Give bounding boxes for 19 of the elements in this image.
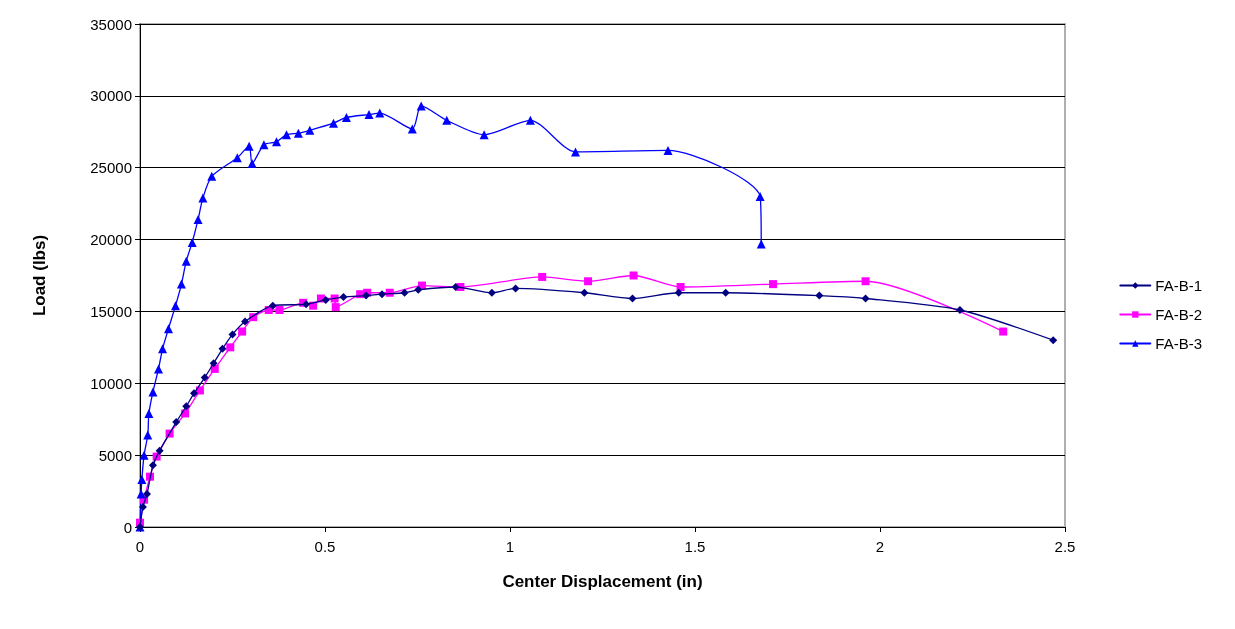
x-axis-title: Center Displacement (in) xyxy=(502,572,703,591)
y-tick-label: 25000 xyxy=(90,159,132,177)
x-tick-label: 1 xyxy=(505,538,515,555)
x-tick-label: 2 xyxy=(875,538,885,555)
legend-label: FA-B-2 xyxy=(1155,306,1203,323)
y-tick-label: 30000 xyxy=(90,87,132,105)
x-tick-label: 0.5 xyxy=(314,538,336,555)
y-tick-label: 15000 xyxy=(90,302,132,320)
x-tick-label: 0 xyxy=(135,538,145,555)
y-tick-label: 10000 xyxy=(90,374,132,392)
y-tick-label: 5000 xyxy=(98,446,132,464)
y-tick-label: 35000 xyxy=(90,15,132,33)
y-tick-label: 20000 xyxy=(90,231,132,249)
legend-label: FA-B-3 xyxy=(1155,335,1203,352)
y-tick-label: 0 xyxy=(123,518,132,536)
x-tick-label: 2.5 xyxy=(1054,538,1076,555)
y-axis-title: Load (lbs) xyxy=(30,234,49,317)
x-tick-label: 1.5 xyxy=(684,538,706,555)
legend-label: FA-B-1 xyxy=(1155,277,1203,294)
